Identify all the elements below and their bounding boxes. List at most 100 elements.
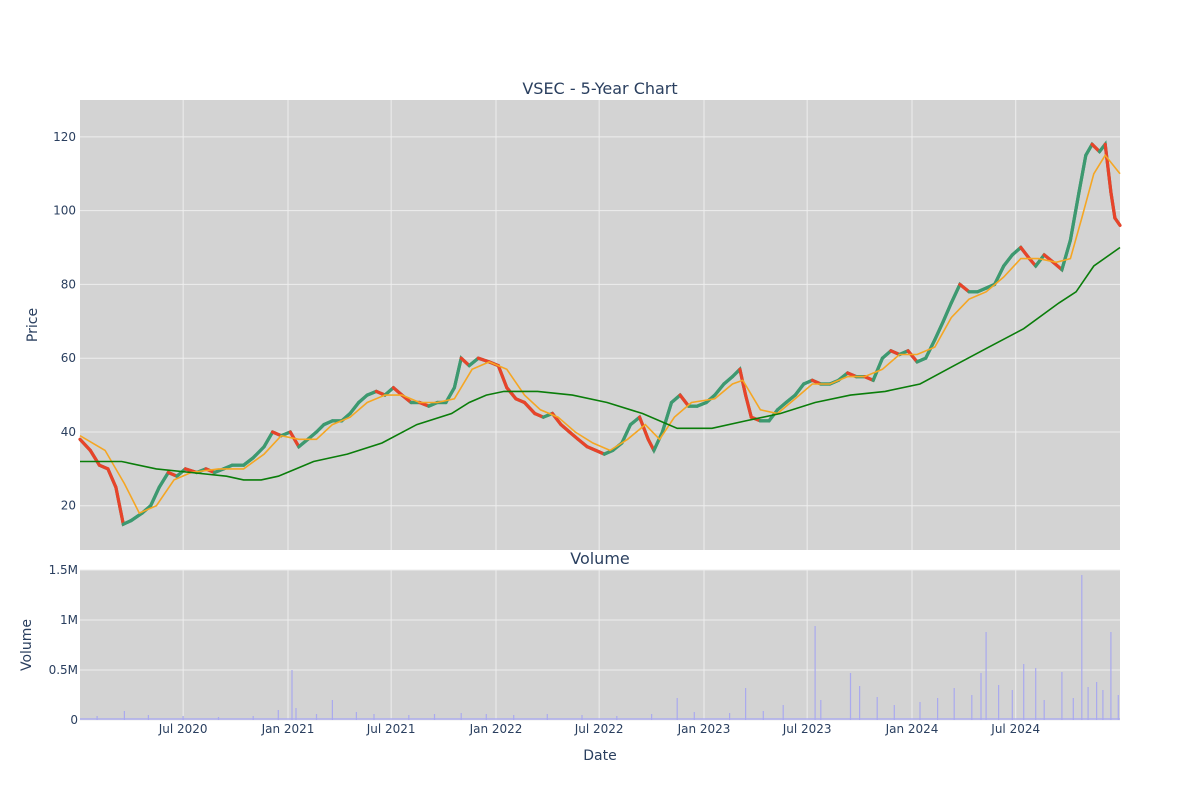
- volume-bar: [616, 716, 618, 720]
- price-gridlines: [80, 100, 1120, 550]
- x-axis-title: Date: [583, 748, 616, 764]
- volume-bar: [782, 705, 784, 720]
- volume-bar: [182, 716, 184, 720]
- price-candle-segment: [496, 364, 509, 390]
- volume-bar: [919, 702, 921, 720]
- price-candle-segment: [722, 375, 735, 386]
- volume-baseline-band: [80, 718, 1120, 720]
- volume-bar: [893, 705, 895, 720]
- volume-bar: [1102, 690, 1104, 720]
- price-candle-segment: [775, 400, 788, 412]
- price-candle-segment: [652, 430, 665, 452]
- volume-chart-title: Volume: [570, 549, 630, 568]
- price-candle-segment: [175, 467, 187, 478]
- price-candle-segment: [743, 393, 753, 419]
- volume-bar: [96, 716, 98, 720]
- price-candle-segment: [383, 386, 395, 397]
- volume-bar: [291, 670, 293, 720]
- price-candle-segment: [958, 282, 971, 294]
- volume-bar: [814, 626, 816, 720]
- volume-y-axis-title: Volume: [19, 619, 35, 671]
- volume-bar: [693, 712, 695, 720]
- price-y-axis-title: Price: [25, 308, 41, 342]
- volume-bar: [1117, 695, 1119, 720]
- price-candle-segment: [129, 511, 144, 523]
- volume-bar: [1087, 687, 1089, 720]
- price-candle-segment: [620, 423, 633, 445]
- volume-y-tick-labels: 0 0.5M 1M 1.5M: [49, 563, 78, 727]
- price-candle-segment: [628, 415, 642, 427]
- volume-bar: [581, 715, 583, 720]
- moving-average-long-line: [80, 246, 1121, 481]
- volume-bar: [147, 715, 149, 720]
- price-candle-segment: [992, 264, 1006, 286]
- price-candle-segment: [738, 367, 748, 397]
- volume-bar: [859, 686, 861, 720]
- volume-bar: [1072, 698, 1074, 720]
- price-candle-segment: [1060, 238, 1073, 272]
- volume-bar: [1081, 575, 1083, 720]
- price-candle-segment: [933, 319, 945, 342]
- x-tick-label: Jan 2022: [469, 722, 523, 736]
- volume-bar: [217, 717, 220, 720]
- volume-plot-area: [80, 570, 1120, 720]
- volume-bar: [546, 714, 548, 720]
- price-candle-segment: [1019, 245, 1032, 261]
- price-y-tick-label: 60: [61, 351, 76, 365]
- volume-bar: [849, 673, 852, 720]
- volume-bar: [762, 711, 764, 720]
- volume-y-tick-label: 0.5M: [49, 663, 78, 677]
- price-candle-segment: [306, 430, 319, 441]
- volume-bar: [1023, 664, 1025, 720]
- price-candle-segment: [1034, 253, 1046, 268]
- price-y-tick-label: 20: [61, 499, 76, 513]
- volume-bar: [937, 698, 939, 720]
- x-tick-label: Jul 2023: [782, 722, 832, 736]
- volume-bar: [651, 714, 653, 720]
- volume-bar: [980, 673, 982, 720]
- volume-y-tick-label: 0: [70, 713, 78, 727]
- price-candle-segment: [1113, 216, 1122, 227]
- price-candle-segment: [646, 437, 656, 452]
- price-candle-segment: [288, 430, 301, 449]
- volume-bar: [460, 713, 462, 720]
- price-candle-segment: [880, 349, 893, 360]
- volume-bar: [971, 695, 973, 720]
- price-candle-segment: [1090, 142, 1102, 154]
- price-candle-segment: [1077, 153, 1088, 194]
- volume-bar: [315, 714, 318, 720]
- price-candle-segment: [1002, 253, 1014, 268]
- price-candle-segment: [941, 301, 953, 323]
- volume-bar: [676, 698, 678, 720]
- price-y-tick-label: 100: [53, 204, 76, 218]
- price-candle-segment: [348, 400, 361, 416]
- volume-bars: [80, 575, 1120, 720]
- price-plot-area: [80, 100, 1120, 550]
- price-candle-segment: [365, 389, 378, 397]
- volume-bar: [355, 712, 357, 720]
- price-chart-title: VSEC - 5-Year Chart: [522, 79, 677, 98]
- price-y-tick-label: 80: [61, 277, 76, 291]
- volume-y-tick-label: 1.5M: [49, 563, 78, 577]
- price-y-tick-label: 40: [61, 425, 76, 439]
- price-candle-segment: [559, 423, 572, 434]
- volume-bar: [433, 714, 436, 720]
- price-candle-segment: [713, 382, 726, 397]
- price-candle-segment: [871, 356, 885, 382]
- price-candle-segment: [678, 393, 691, 408]
- price-candle-segment: [459, 356, 471, 368]
- volume-bar: [1011, 690, 1013, 720]
- x-tick-label: Jan 2023: [677, 722, 731, 736]
- price-candle-segment: [1051, 260, 1064, 272]
- price-candle-segment: [505, 386, 518, 401]
- volume-bar: [1035, 668, 1037, 720]
- price-y-tick-label: 120: [53, 130, 76, 144]
- price-candle-segment: [149, 485, 161, 508]
- volume-bar: [953, 688, 955, 720]
- volume-bar: [1061, 672, 1063, 720]
- price-candle-segment: [242, 456, 255, 467]
- volume-y-tick-label: 1M: [60, 613, 78, 627]
- price-candle-segment: [1084, 142, 1094, 157]
- price-candle-segment: [695, 400, 708, 408]
